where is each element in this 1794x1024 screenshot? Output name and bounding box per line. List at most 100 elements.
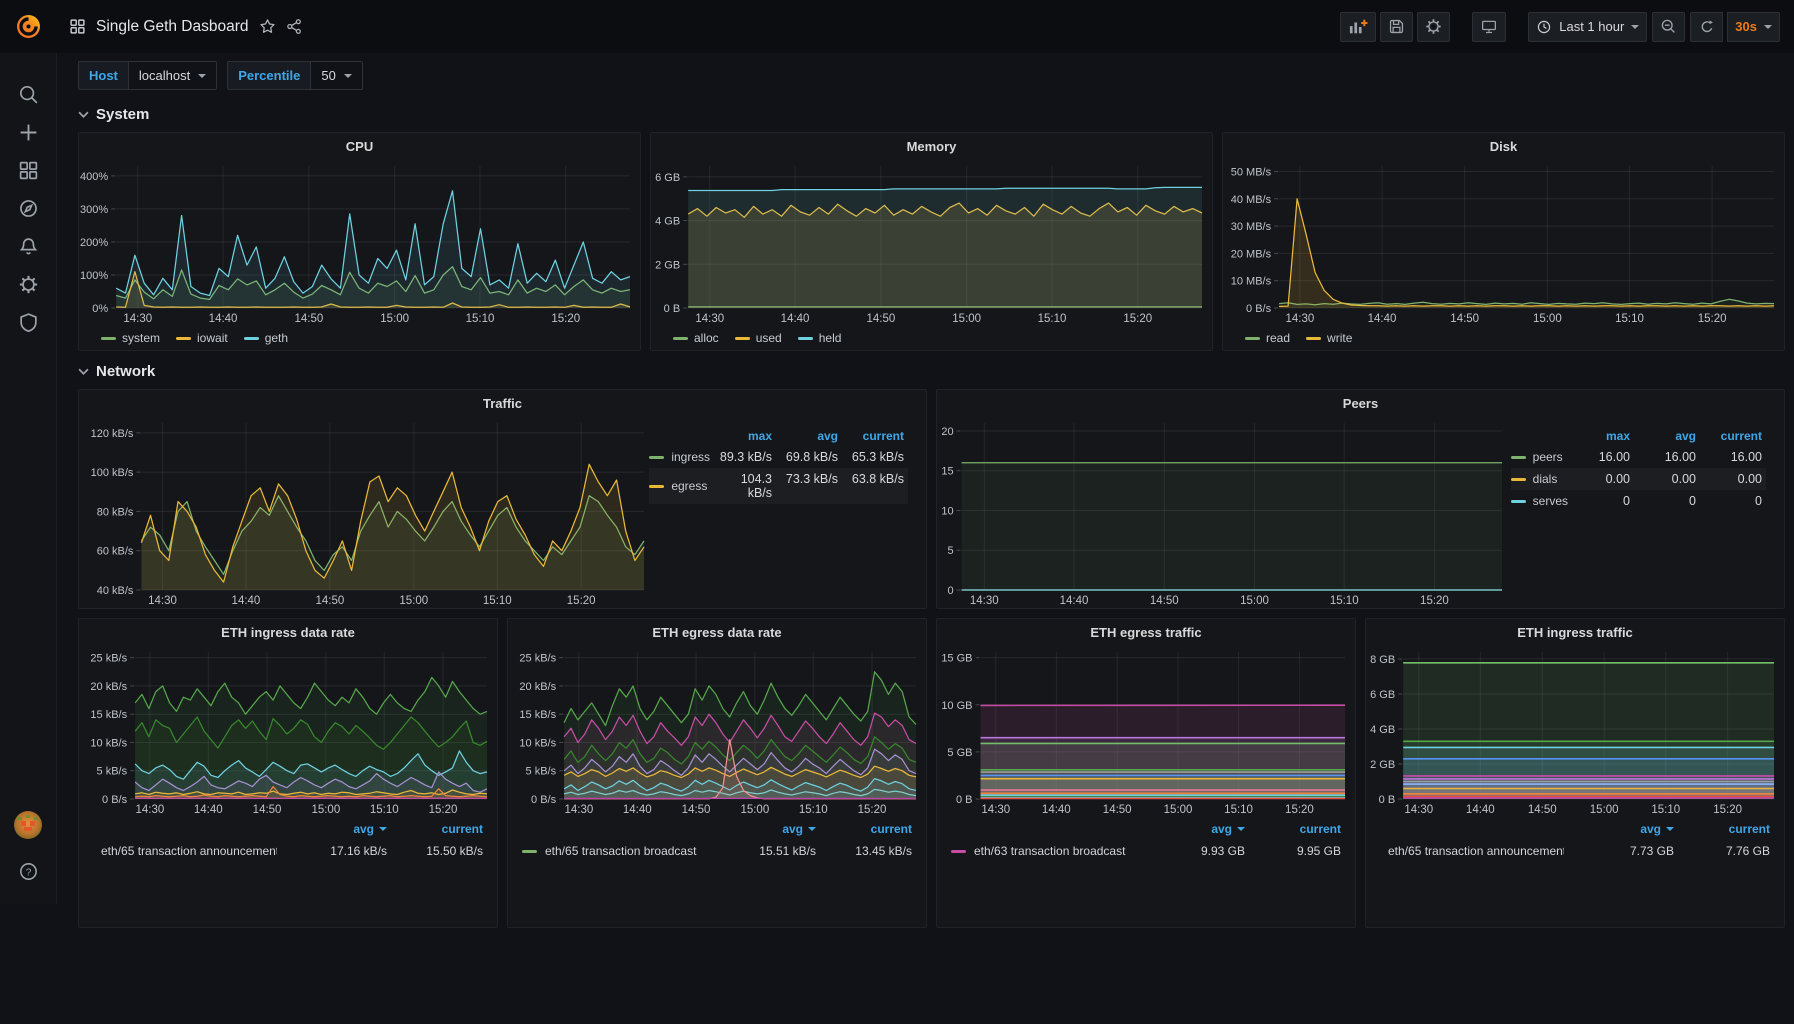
svg-text:14:40: 14:40 bbox=[1368, 313, 1397, 325]
panel-title[interactable]: Memory bbox=[651, 133, 1212, 159]
legend-item-eth/65 transaction broadcast[interactable]: eth/65 transaction broadcast bbox=[522, 839, 706, 863]
panel-title[interactable]: ETH egress data rate bbox=[508, 619, 926, 645]
legend-header-avg[interactable]: avg bbox=[277, 819, 389, 839]
sidebar-item-help[interactable]: ? bbox=[9, 852, 47, 890]
legend-header-current[interactable]: current bbox=[1676, 819, 1772, 839]
legend-header-avg[interactable]: avg bbox=[1564, 819, 1676, 839]
share-button[interactable] bbox=[286, 18, 303, 35]
svg-text:20 kB/s: 20 kB/s bbox=[90, 681, 127, 693]
sidebar-item-server-admin[interactable] bbox=[9, 303, 47, 341]
legend-label: geth bbox=[265, 331, 288, 345]
legend-value: 16.00 bbox=[1634, 446, 1700, 468]
refresh-interval-picker[interactable]: 30s bbox=[1727, 12, 1780, 42]
legend-item-peers[interactable]: peers bbox=[1511, 446, 1568, 468]
legend-item-eth/65 transaction announcement[interactable]: eth/65 transaction announcement bbox=[93, 839, 277, 863]
legend-item-write[interactable]: write bbox=[1306, 331, 1352, 345]
sidebar-item-create[interactable] bbox=[9, 113, 47, 151]
sidebar-item-search[interactable] bbox=[9, 75, 47, 113]
legend-item-egress[interactable]: egress bbox=[649, 468, 710, 504]
sidebar-item-alerting[interactable] bbox=[9, 227, 47, 265]
variable-host-label: Host bbox=[78, 61, 128, 90]
legend-header-max[interactable]: max bbox=[710, 426, 776, 446]
panel-title[interactable]: ETH ingress traffic bbox=[1366, 619, 1784, 645]
user-avatar[interactable] bbox=[9, 806, 47, 844]
grafana-logo[interactable] bbox=[0, 13, 57, 40]
disk-plot[interactable]: 0 B/s10 MB/s20 MB/s30 MB/s40 MB/s50 MB/s… bbox=[1223, 159, 1784, 326]
legend-item-held[interactable]: held bbox=[798, 331, 842, 345]
panel-title[interactable]: CPU bbox=[79, 133, 640, 159]
legend-header-current[interactable]: current bbox=[1247, 819, 1343, 839]
legend-item-eth/65 transaction announcement[interactable]: eth/65 transaction announcement bbox=[1380, 839, 1564, 863]
legend-value: 73.3 kB/s bbox=[776, 468, 842, 504]
svg-text:5 kB/s: 5 kB/s bbox=[526, 766, 557, 778]
section-title: System bbox=[96, 106, 149, 123]
legend-header-current[interactable]: current bbox=[842, 426, 908, 446]
legend-item-serves[interactable]: serves bbox=[1511, 490, 1568, 512]
section-network[interactable]: Network bbox=[78, 363, 1785, 380]
section-system[interactable]: System bbox=[78, 106, 1785, 123]
sidebar-item-dashboards[interactable] bbox=[9, 151, 47, 189]
legend-header-current[interactable]: current bbox=[389, 819, 485, 839]
save-dashboard-button[interactable] bbox=[1380, 12, 1413, 42]
sidebar-item-explore[interactable] bbox=[9, 189, 47, 227]
time-range-picker[interactable]: Last 1 hour bbox=[1528, 12, 1647, 42]
svg-text:25 kB/s: 25 kB/s bbox=[519, 653, 556, 665]
refresh-button[interactable] bbox=[1690, 12, 1723, 42]
legend-item-eth/63 transaction broadcast[interactable]: eth/63 transaction broadcast bbox=[951, 839, 1135, 863]
panel-title[interactable]: ETH egress traffic bbox=[937, 619, 1355, 645]
eth-egress-data-rate-plot[interactable]: 0 B/s5 kB/s10 kB/s15 kB/s20 kB/s25 kB/s1… bbox=[508, 645, 926, 817]
panel-title[interactable]: Traffic bbox=[79, 390, 926, 416]
legend-item-used[interactable]: used bbox=[735, 331, 782, 345]
legend-item-read[interactable]: read bbox=[1245, 331, 1290, 345]
dashboard-title[interactable]: Single Geth Dasboard bbox=[96, 18, 249, 36]
variable-percentile-picker[interactable]: 50 bbox=[310, 61, 362, 90]
legend-item-ingress[interactable]: ingress bbox=[649, 446, 710, 468]
legend-label: eth/65 transaction broadcast bbox=[545, 844, 696, 858]
star-button[interactable] bbox=[259, 18, 276, 35]
zoom-out-button[interactable] bbox=[1652, 12, 1685, 42]
legend-header-avg[interactable]: avg bbox=[706, 819, 818, 839]
legend-label: system bbox=[122, 331, 160, 345]
legend-item-geth[interactable]: geth bbox=[244, 331, 288, 345]
add-panel-button[interactable] bbox=[1340, 12, 1376, 42]
sidebar-item-configuration[interactable] bbox=[9, 265, 47, 303]
legend-item-iowait[interactable]: iowait bbox=[176, 331, 228, 345]
legend-label: iowait bbox=[197, 331, 228, 345]
legend-item-alloc[interactable]: alloc bbox=[673, 331, 719, 345]
dashboard-settings-button[interactable] bbox=[1417, 12, 1450, 42]
legend-value: 15.51 kB/s bbox=[706, 839, 818, 863]
panel-title[interactable]: Peers bbox=[937, 390, 1784, 416]
panel-title[interactable]: Disk bbox=[1223, 133, 1784, 159]
legend-header-current[interactable]: current bbox=[1700, 426, 1766, 446]
panel-title[interactable]: ETH ingress data rate bbox=[79, 619, 497, 645]
eth-ingress-data-rate-plot[interactable]: 0 B/s5 kB/s10 kB/s15 kB/s20 kB/s25 kB/s1… bbox=[79, 645, 497, 817]
legend-header-avg[interactable]: avg bbox=[776, 426, 842, 446]
legend-header-current[interactable]: current bbox=[818, 819, 914, 839]
svg-text:14:30: 14:30 bbox=[564, 804, 593, 816]
variable-host-picker[interactable]: localhost bbox=[128, 61, 217, 90]
legend-header-avg[interactable]: avg bbox=[1135, 819, 1247, 839]
legend-item-dials[interactable]: dials bbox=[1511, 468, 1568, 490]
legend-header-max[interactable]: max bbox=[1568, 426, 1634, 446]
cycle-view-mode-button[interactable] bbox=[1472, 12, 1506, 42]
legend-header-avg[interactable]: avg bbox=[1634, 426, 1700, 446]
legend-item-system[interactable]: system bbox=[101, 331, 160, 345]
